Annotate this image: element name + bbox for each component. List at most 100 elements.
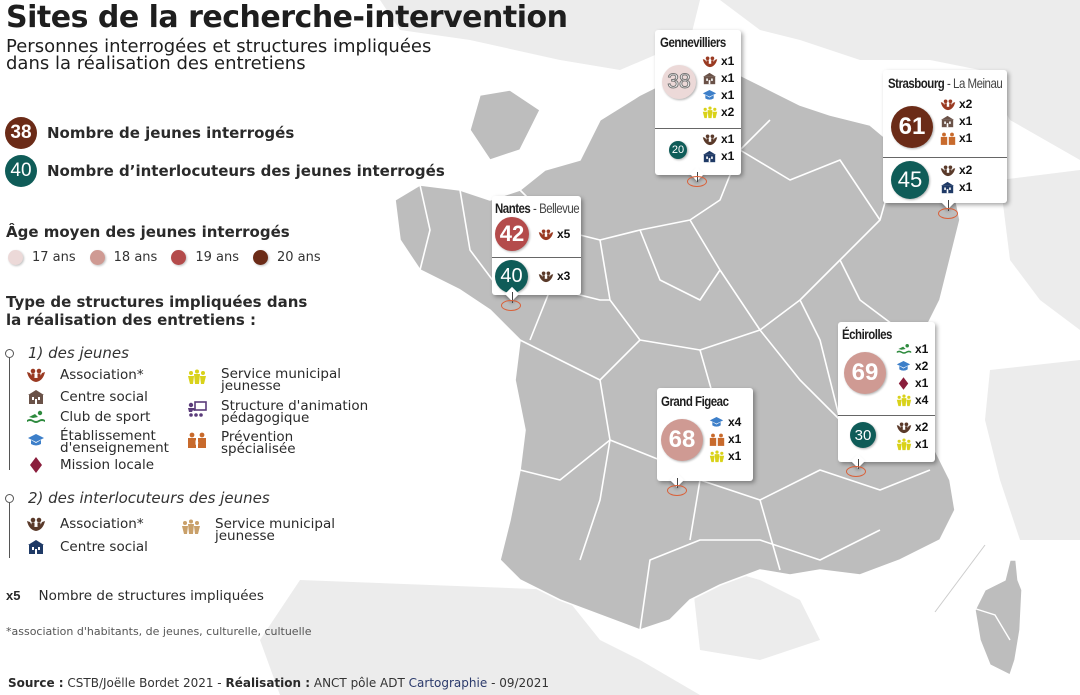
service-municipal-icon [187, 369, 207, 385]
callout-stem [512, 292, 514, 303]
young-structures: x1 x2 x1 x4 [895, 342, 928, 407]
association-icon [537, 227, 554, 241]
prevention-icon [187, 432, 207, 448]
young-count: 38 [667, 70, 691, 94]
structures-title-line-1: Type de structures impliquées dans [6, 293, 308, 311]
animation-label-line-1: Structure d'animation [221, 398, 369, 414]
young-bubble: 61 [891, 106, 933, 148]
age-legend-title: Âge moyen des jeunes interrogés [6, 223, 290, 241]
legend-count: x5 Nombre de structures impliquées [6, 588, 264, 604]
structure-row: x2 [895, 359, 928, 373]
prevention-icon [939, 131, 956, 145]
animation-pedagogique-label: Structure d'animation pédagogique [221, 398, 369, 426]
structure-row: x1 [701, 149, 734, 163]
legend-etablissement: Établissement d'enseignement [26, 428, 169, 455]
service-municipal-label: Service municipal jeunesse [221, 366, 341, 393]
etablissement-label-line-1: Établissement [60, 428, 156, 444]
structure-count: x1 [959, 114, 973, 128]
callout-strasbourg[interactable]: Strasbourg - La Meinau 61 x2 x1 x1 45 x2… [883, 70, 1007, 203]
structure-row: x1 [701, 71, 734, 85]
source-text: CSTB/Joëlle Bordet 2021 - [67, 676, 222, 690]
age-label-19: 19 ans [195, 250, 239, 265]
young-bubble: 42 [495, 217, 529, 251]
site-marker-nantes[interactable] [501, 300, 521, 311]
structure-count: x4 [728, 415, 742, 429]
structure-count: x1 [915, 376, 929, 390]
animation-label-line-2: pédagogique [221, 410, 310, 426]
group2-title: 2) des interlocuteurs des jeunes [28, 489, 270, 507]
legend-prevention: Prévention spécialisée [187, 429, 296, 456]
structure-row: x1 [939, 114, 972, 128]
city-name: Nantes - Bellevue [495, 200, 580, 216]
legend-animation-pedagogique: Structure d'animation pédagogique [187, 398, 369, 426]
association-icon [537, 269, 554, 283]
structure-count: x5 [557, 227, 571, 241]
site-marker-strasbourg[interactable] [938, 208, 958, 219]
etablissement-label: Établissement d'enseignement [60, 428, 169, 455]
association-icon [26, 367, 46, 383]
interloc-structures: x1 x1 [701, 132, 734, 163]
centre-social-icon [939, 114, 956, 128]
structure-row: x1 [701, 88, 734, 102]
legend-mission-locale: Mission locale [26, 457, 154, 473]
young-bubble: 69 [844, 352, 886, 394]
young-structures: x4 x1 x1 [708, 415, 741, 463]
club-sport-icon [895, 342, 912, 356]
legend-association-interloc: Association* [26, 516, 144, 532]
city-main: Strasbourg [888, 75, 945, 91]
site-marker-grand-figeac[interactable] [667, 485, 687, 496]
age-item-18: 18 ans [89, 250, 157, 265]
structure-count: x1 [915, 342, 929, 356]
centre-social-interloc-label: Centre social [60, 539, 148, 555]
service-municipal-icon [181, 519, 201, 535]
callout-echirolles[interactable]: Échirolles 69 x1 x2 x1 x4 30 x2 x1 [838, 322, 935, 462]
callout-grand-figeac[interactable]: Grand Figeac 68 x4 x1 x1 [657, 388, 753, 481]
structure-count: x1 [721, 54, 735, 68]
association-icon [26, 516, 46, 532]
legend-service-municipal-interloc: Service municipal jeunesse [181, 516, 335, 543]
legend-centre-social-interloc: Centre social [26, 539, 148, 555]
legend-association-young: Association* [26, 367, 144, 383]
site-marker-echirolles[interactable] [846, 466, 866, 477]
structure-row: x5 [537, 227, 570, 241]
callout-divider [838, 415, 935, 416]
structures-legend-title: Type de structures impliquées dans la ré… [6, 293, 307, 329]
interloc-structures: x3 [537, 269, 570, 283]
callout-divider [883, 157, 1007, 158]
site-marker-gennevilliers[interactable] [687, 176, 707, 187]
structure-row: x4 [708, 415, 741, 429]
etablissement-icon [26, 432, 46, 448]
association-label: Association* [60, 367, 144, 383]
city-name: Grand Figeac [661, 393, 729, 409]
subtitle-line-1: Personnes interrogées et structures impl… [6, 36, 432, 57]
service-municipal-icon [895, 437, 912, 451]
age-dot-19 [171, 250, 187, 265]
callout-divider [492, 257, 581, 258]
young-count-bubble: 38 [5, 117, 37, 149]
interloc-bubble: 45 [891, 161, 929, 199]
structure-row: x1 [701, 132, 734, 146]
structure-count: x1 [959, 131, 973, 145]
age-item-20: 20 ans [252, 250, 321, 265]
mission-locale-icon [895, 376, 912, 390]
age-label-20: 20 ans [276, 250, 321, 265]
structure-count: x1 [721, 71, 735, 85]
structure-count: x2 [915, 359, 929, 373]
structure-row: x1 [939, 180, 972, 194]
callout-gennevilliers[interactable]: Gennevilliers 38 x1 x1 x1 x2 20 x1 x1 [655, 30, 741, 175]
city-name: Strasbourg - La Meinau [888, 75, 1003, 91]
centre-social-icon [701, 149, 718, 163]
cartographie-text: Cartographie [408, 676, 488, 690]
footnote: *association d'habitants, de jeunes, cul… [6, 625, 312, 638]
structure-row: x3 [537, 269, 570, 283]
prevention-label: Prévention spécialisée [221, 429, 296, 456]
animation-pedagogique-icon [187, 401, 207, 417]
service-municipal-icon [895, 393, 912, 407]
legend-centre-social-young: Centre social [26, 389, 148, 405]
structure-row: x1 [701, 54, 734, 68]
young-count-label: Nombre de jeunes interrogés [47, 124, 295, 142]
callout-nantes[interactable]: Nantes - Bellevue 42 x5 40 x3 [492, 196, 581, 295]
structure-row: x1 [708, 449, 741, 463]
service-municipal-icon [708, 449, 725, 463]
service-municipal-icon [701, 105, 718, 119]
